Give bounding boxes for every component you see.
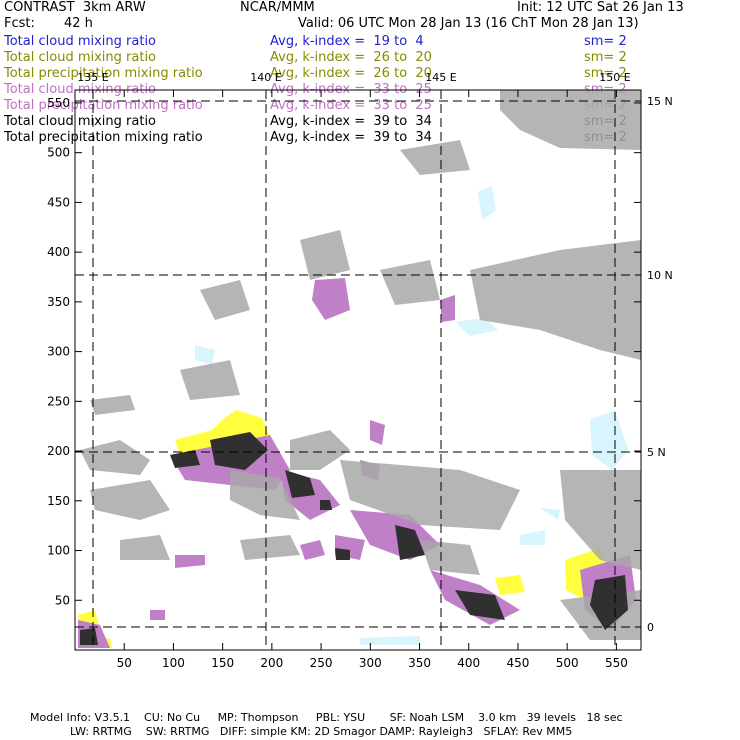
shaded-region [312, 278, 350, 320]
y-tick-label: 250 [47, 394, 70, 408]
shaded-region [455, 318, 498, 336]
x-tick-label: 150 [211, 656, 234, 670]
shaded-region [495, 575, 525, 595]
y-tick-label: 500 [47, 146, 70, 160]
field-sm-2: sm= 2 [584, 50, 627, 65]
x-tick-label: 500 [556, 656, 579, 670]
shaded-region [380, 260, 440, 305]
y-tick-label: 150 [47, 494, 70, 508]
model-info-line2: LW: RRTMG SW: RRTMG DIFF: simple KM: 2D … [70, 725, 573, 738]
x-tick-label: 450 [507, 656, 530, 670]
fcst-value: 42 h [64, 16, 93, 31]
shaded-region [420, 540, 480, 575]
shaded-region [400, 140, 470, 175]
shaded-region [335, 548, 350, 560]
shaded-region [90, 395, 135, 415]
x-tick-label: 50 [117, 656, 132, 670]
x-tick-label: 250 [310, 656, 333, 670]
field-sm-3: sm= 2 [584, 66, 627, 81]
shaded-region [560, 470, 641, 570]
shaded-region [540, 508, 560, 520]
field-name-5: Total precipitation mixing ratio [4, 98, 203, 113]
init-time: Init: 12 UTC Sat 26 Jan 13 [517, 0, 684, 15]
shaded-region [80, 440, 150, 475]
y-tick-label: 50 [55, 593, 70, 607]
x-tick-label: 300 [359, 656, 382, 670]
shaded-region [210, 432, 268, 470]
shaded-region [290, 430, 350, 470]
field-avg-6: Avg, k-index = 39 to 34 [270, 114, 432, 129]
shaded-region [300, 230, 350, 280]
shaded-region [478, 186, 496, 220]
x-tick-label: 350 [408, 656, 431, 670]
shaded-region [230, 470, 300, 520]
y-tick-label: 450 [47, 195, 70, 209]
y-tick-label: 550 [47, 96, 70, 110]
map-frame [74, 89, 642, 651]
shaded-region [240, 535, 300, 560]
longitude-label: 150 E [599, 71, 630, 84]
shaded-region [340, 460, 520, 530]
shaded-region [360, 636, 420, 645]
y-tick-label: 100 [47, 544, 70, 558]
shaded-region [455, 590, 505, 620]
y-tick-label: 200 [47, 444, 70, 458]
field-name-2: Total cloud mixing ratio [4, 50, 157, 65]
shaded-region [175, 555, 205, 568]
shaded-region [120, 535, 170, 560]
shaded-region [80, 628, 98, 645]
shaded-region [195, 345, 215, 365]
latitude-label: 5 N [647, 446, 666, 459]
latitude-label: 15 N [647, 95, 673, 108]
field-sm-1: sm= 2 [584, 34, 627, 49]
y-tick-label: 300 [47, 345, 70, 359]
x-tick-label: 100 [162, 656, 185, 670]
field-avg-7: Avg, k-index = 39 to 34 [270, 130, 432, 145]
shaded-region [300, 540, 325, 560]
shaded-region [200, 280, 250, 320]
y-tick-label: 350 [47, 295, 70, 309]
field-avg-2: Avg, k-index = 26 to 20 [270, 50, 432, 65]
shaded-region [520, 530, 545, 545]
field-avg-3: Avg, k-index = 26 to 20 [270, 66, 432, 81]
model-title: CONTRAST 3km ARW [4, 0, 146, 15]
shaded-region [395, 525, 425, 560]
shaded-region [170, 450, 200, 468]
shaded-region [590, 575, 628, 630]
longitude-label: 145 E [425, 71, 456, 84]
field-avg-5: Avg, k-index = 33 to 25 [270, 98, 432, 113]
longitude-label: 140 E [250, 71, 281, 84]
shaded-region [500, 90, 641, 150]
field-name-6: Total cloud mixing ratio [4, 114, 157, 129]
x-tick-label: 200 [260, 656, 283, 670]
shaded-region [90, 480, 170, 520]
shaded-region [590, 410, 628, 470]
field-name-3: Total precipitation mixing ratio [4, 66, 203, 81]
field-avg-1: Avg, k-index = 19 to 4 [270, 34, 424, 49]
field-name-1: Total cloud mixing ratio [4, 34, 157, 49]
x-tick-label: 400 [457, 656, 480, 670]
valid-time: Valid: 06 UTC Mon 28 Jan 13 (16 ChT Mon … [298, 16, 639, 31]
shaded-region [180, 360, 240, 400]
field-name-7: Total precipitation mixing ratio [4, 130, 203, 145]
shaded-region [285, 470, 315, 498]
latitude-label: 0 [647, 621, 654, 634]
fcst-label: Fcst: [4, 16, 35, 31]
shaded-region [440, 295, 455, 322]
shaded-region [320, 500, 332, 510]
latitude-label: 10 N [647, 269, 673, 282]
model-info-line1: Model Info: V3.5.1 CU: No Cu MP: Thompso… [30, 711, 623, 724]
shaded-region [150, 610, 165, 620]
x-tick-label: 550 [605, 656, 628, 670]
y-tick-label: 400 [47, 245, 70, 259]
shaded-region [470, 240, 641, 360]
longitude-label: 135 E [77, 71, 108, 84]
shaded-region [370, 420, 385, 445]
org-label: NCAR/MMM [240, 0, 315, 15]
